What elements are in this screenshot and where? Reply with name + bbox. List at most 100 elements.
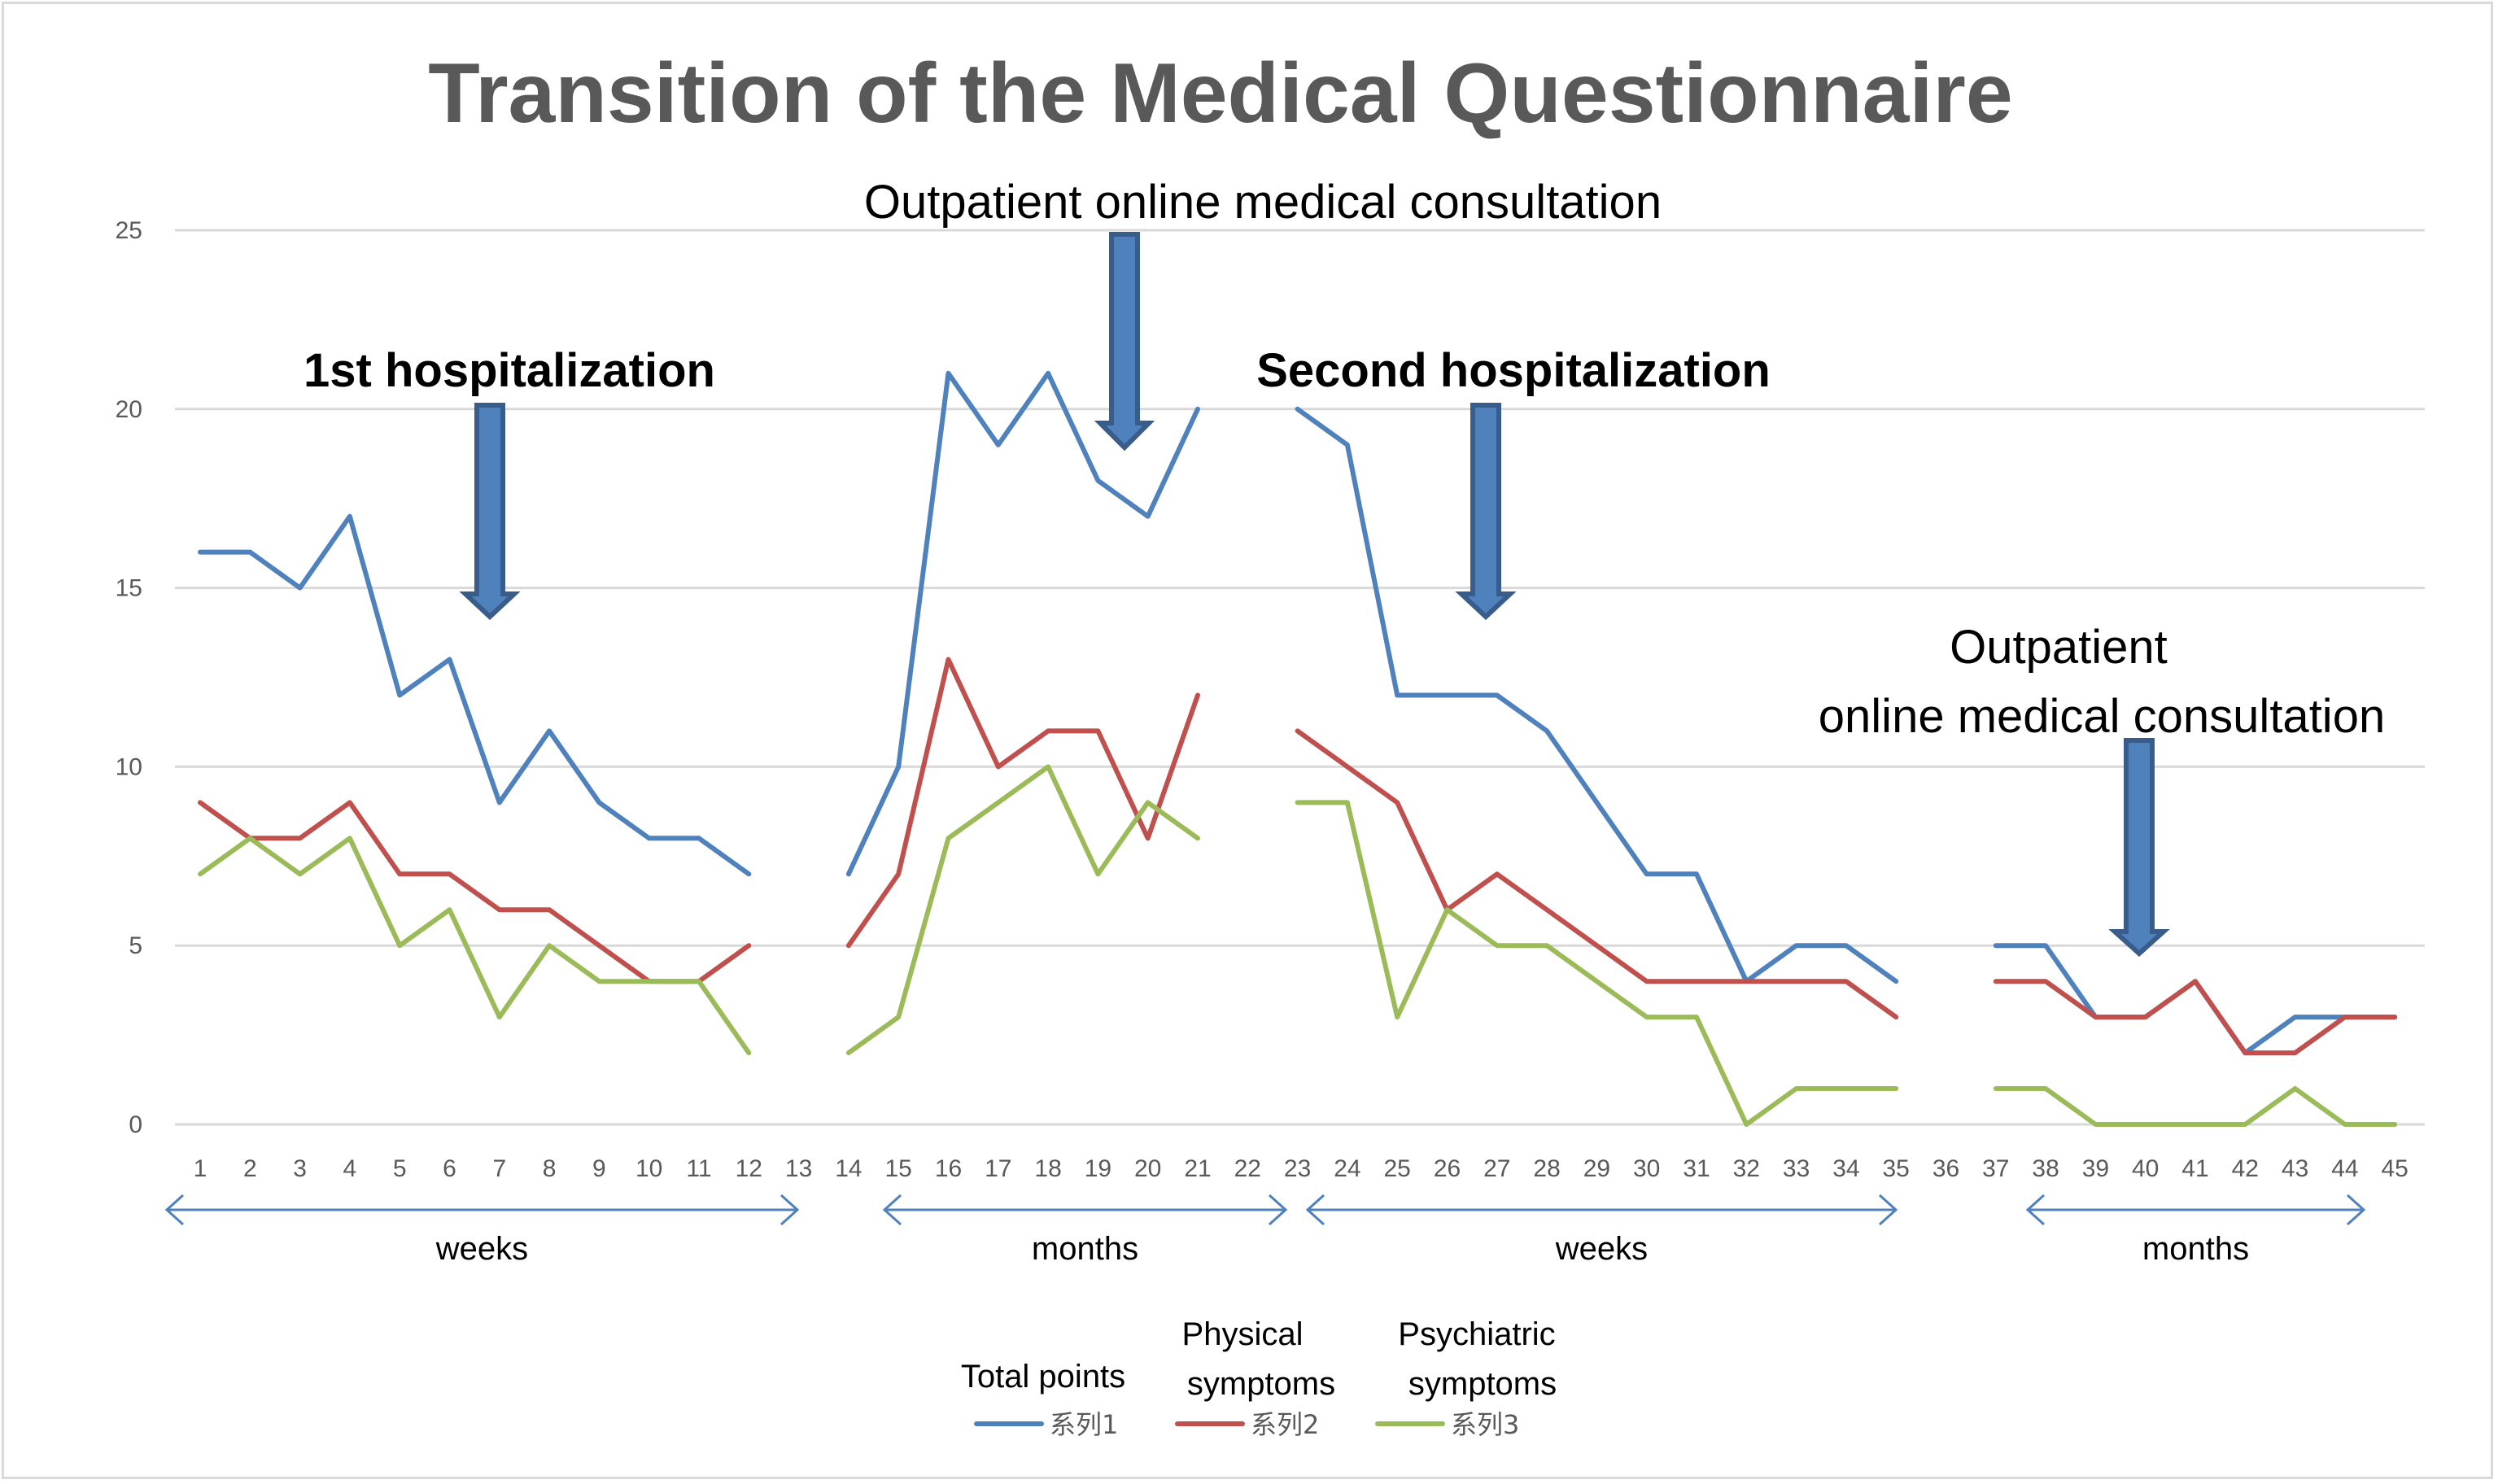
annotation-second-hospitalization: Second hospitalization (1256, 344, 1771, 397)
x-tick-label: 45 (2382, 1155, 2408, 1182)
legend-physical-label-2: symptoms (1187, 1366, 1335, 1402)
x-tick-label: 2 (243, 1155, 257, 1182)
x-tick-label: 7 (492, 1155, 506, 1182)
x-tick-label: 24 (1334, 1155, 1360, 1182)
series-line-3 (1993, 1086, 2398, 1127)
annotation-outpatient-consultation-2-line1: Outpatient (1950, 621, 2168, 674)
x-tick-label: 20 (1134, 1155, 1161, 1182)
y-tick-label: 10 (116, 753, 142, 780)
x-tick-label: 38 (2032, 1155, 2059, 1182)
period-span-arrow (882, 1194, 1288, 1226)
span-arrowhead-left (164, 1194, 185, 1226)
x-tick-label: 26 (1434, 1155, 1461, 1182)
x-tick-label: 33 (1783, 1155, 1810, 1182)
period-span-label: weeks (435, 1231, 528, 1267)
series-line-1 (198, 513, 752, 877)
x-tick-label: 3 (293, 1155, 307, 1182)
span-arrowhead-left (2025, 1194, 2046, 1226)
arrow-down-icon (1094, 232, 1155, 452)
annotation-outpatient-consultation-1: Outpatient online medical consultation (864, 176, 1662, 229)
x-tick-label: 34 (1832, 1155, 1859, 1182)
x-tick-label: 18 (1034, 1155, 1061, 1182)
x-tick-label: 10 (635, 1155, 662, 1182)
series-lines (198, 370, 2398, 1127)
chart-title: Transition of the Medical Questionnaire (428, 46, 2012, 141)
annotation-outpatient-consultation-2-line2: online medical consultation (1819, 690, 2385, 743)
x-tick-label: 43 (2282, 1155, 2308, 1182)
span-arrowhead-right (1878, 1194, 1898, 1226)
annotation-first-hospitalization: 1st hospitalization (304, 344, 715, 397)
span-arrowhead-right (780, 1194, 800, 1226)
x-tick-label: 41 (2181, 1155, 2208, 1182)
x-tick-label: 9 (592, 1155, 606, 1182)
series-line-3 (845, 764, 1200, 1056)
annotation-arrows (459, 232, 2170, 958)
x-tick-label: 27 (1483, 1155, 1510, 1182)
series-line-2 (1993, 979, 2398, 1056)
x-tick-label: 4 (343, 1155, 357, 1182)
x-tick-label: 42 (2232, 1155, 2259, 1182)
x-tick-label: 29 (1583, 1155, 1610, 1182)
series-line-3 (1295, 800, 1899, 1127)
x-tick-label: 23 (1284, 1155, 1311, 1182)
legend-series3-name: 系列3 (1451, 1409, 1519, 1440)
span-arrowhead-right (1268, 1194, 1288, 1226)
x-tick-label: 16 (935, 1155, 962, 1182)
legend-psychiatric-label-2: symptoms (1408, 1366, 1557, 1402)
x-axis-ticks: 1 2 3 4 5 6 7 8 9 10 11 12 13 14 15 16 17 18 19 20 21 22 23 24 2… (194, 1155, 2408, 1182)
span-arrowhead-left (1305, 1194, 1325, 1226)
series-line-1 (845, 370, 1200, 877)
x-tick-label: 31 (1683, 1155, 1710, 1182)
series-line-2 (1295, 728, 1899, 1020)
x-tick-label: 28 (1533, 1155, 1560, 1182)
legend-series1-name: 系列1 (1050, 1409, 1118, 1440)
y-tick-label: 5 (129, 932, 142, 959)
x-tick-label: 36 (1932, 1155, 1959, 1182)
series-line-2 (198, 800, 752, 984)
x-tick-label: 32 (1733, 1155, 1760, 1182)
period-span-label: weeks (1555, 1231, 1648, 1267)
x-tick-label: 40 (2132, 1155, 2159, 1182)
x-tick-label: 14 (835, 1155, 862, 1182)
series-line-2 (845, 657, 1200, 949)
series-line-1 (1993, 943, 2398, 1056)
x-tick-label: 13 (785, 1155, 812, 1182)
x-tick-label: 5 (393, 1155, 407, 1182)
legend-total-label: Total points (961, 1359, 1125, 1395)
period-span-arrow (2025, 1194, 2366, 1226)
legend: Total points Physical symptoms Psychiatr… (961, 1316, 1557, 1440)
x-tick-label: 25 (1384, 1155, 1411, 1182)
span-arrowhead-right (2346, 1194, 2366, 1226)
y-tick-label: 20 (116, 396, 142, 423)
x-tick-label: 39 (2082, 1155, 2109, 1182)
x-tick-label: 44 (2331, 1155, 2358, 1182)
series-line-1 (1295, 406, 1899, 984)
y-axis-ticks: 0 5 10 15 20 25 (116, 217, 142, 1138)
period-spans: weeks months weeks months (164, 1194, 2366, 1267)
period-span-label: months (1032, 1231, 1138, 1267)
period-span-label: months (2142, 1231, 2249, 1267)
x-tick-label: 12 (736, 1155, 762, 1182)
x-tick-label: 1 (194, 1155, 207, 1182)
period-span-arrow (164, 1194, 800, 1226)
y-tick-label: 25 (116, 217, 142, 244)
x-tick-label: 22 (1234, 1155, 1261, 1182)
x-tick-label: 21 (1184, 1155, 1211, 1182)
x-tick-label: 17 (985, 1155, 1011, 1182)
legend-psychiatric-label-1: Psychiatric (1398, 1316, 1555, 1352)
x-tick-label: 6 (443, 1155, 456, 1182)
arrow-down-icon (1455, 403, 1517, 621)
x-tick-label: 11 (686, 1155, 711, 1182)
span-arrowhead-left (882, 1194, 902, 1226)
y-tick-label: 0 (129, 1111, 142, 1138)
x-tick-label: 37 (1982, 1155, 2009, 1182)
x-tick-label: 30 (1633, 1155, 1660, 1182)
x-tick-label: 15 (885, 1155, 912, 1182)
legend-series2-name: 系列2 (1251, 1409, 1319, 1440)
series-line-3 (198, 836, 752, 1056)
arrow-down-icon (459, 403, 521, 621)
x-tick-label: 35 (1883, 1155, 1910, 1182)
arrow-down-icon (2108, 738, 2170, 958)
